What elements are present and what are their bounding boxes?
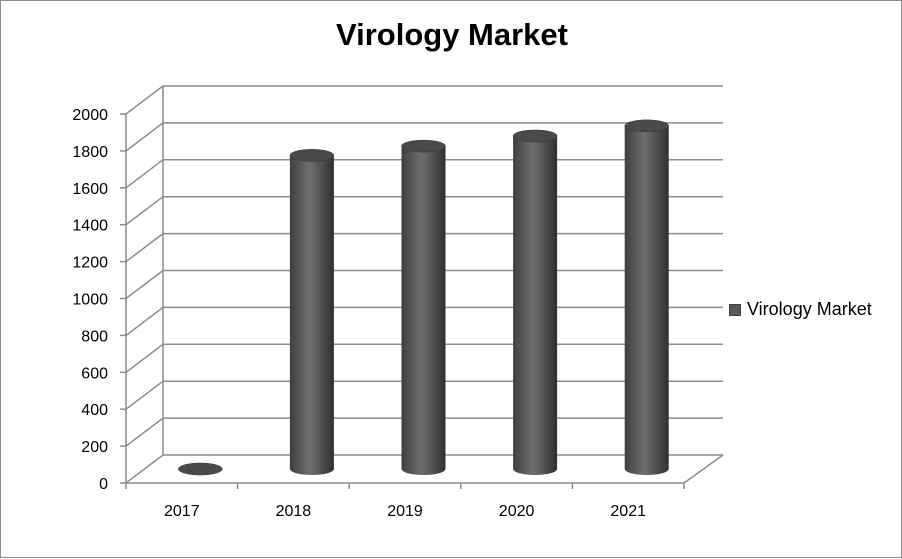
legend-swatch [729,303,741,316]
legend-label: Virology Market [747,299,872,319]
y-tick-label: 600 [81,365,108,382]
x-tick-label: 2021 [610,503,646,520]
x-tick-label: 2018 [276,503,312,520]
y-tick-label: 1400 [72,218,108,235]
bar-top [512,129,558,143]
y-tick-label: 800 [81,328,108,345]
bars [178,119,669,476]
bar [512,129,558,476]
y-tick-label: 1600 [72,181,108,198]
gridline-side [125,454,164,484]
x-tick-label: 2017 [164,503,200,520]
bar-top [289,149,335,162]
y-tick-label: 1800 [72,144,108,161]
chart-title: Virology Market [335,17,568,52]
y-tick-label: 200 [81,439,108,456]
gridline-side [125,380,164,410]
gridline-side [125,159,164,189]
y-tick-label: 1000 [72,292,108,309]
y-tick-label: 400 [81,402,108,419]
gridline-side [125,306,164,336]
bar-body [624,125,669,475]
gridline-side [125,343,164,373]
gridline-side [125,196,164,226]
x-tick-label: 2020 [499,503,535,520]
bar [289,149,335,475]
bar [401,139,446,475]
bar-body [289,155,334,475]
gridline-side [125,122,164,152]
y-tick-label: 1200 [72,255,108,272]
gridline-side [125,269,164,300]
y-tick-label: 0 [99,476,108,493]
x-tick-label: 2019 [387,503,423,520]
bar-body [513,135,558,476]
bar-top [624,119,669,133]
bar [624,119,669,475]
bar-top [401,139,446,153]
bar-body [401,146,446,475]
tick-labels: 0 200 400 600 800 1000 1200 1400 1600 1800 2000 201… [72,107,646,520]
gridline-side [125,85,164,115]
y-tick-label: 2000 [72,107,108,124]
axes [120,113,724,489]
gridline-side [125,233,164,263]
legend: Virology Market [729,299,872,320]
floor-right-edge [683,454,724,484]
gridline-side [125,417,164,447]
bar-top [178,462,223,476]
bar [178,462,223,476]
